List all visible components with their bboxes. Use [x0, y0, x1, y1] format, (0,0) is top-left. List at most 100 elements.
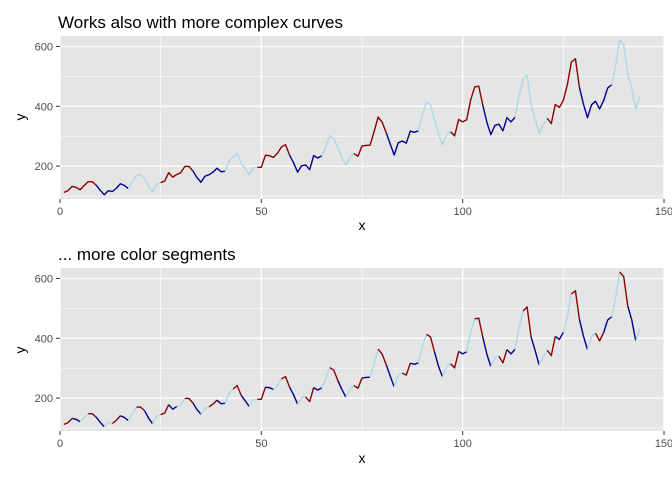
- line-segment-darkblue: [168, 404, 178, 410]
- line-segment-darkred: [426, 333, 436, 352]
- line-segment-darkred: [619, 271, 629, 307]
- line-segment-darkblue: [578, 84, 613, 119]
- line-segment-lightblue: [103, 421, 113, 428]
- line-segment-darkred: [377, 348, 387, 365]
- line-segment-darkblue: [240, 394, 250, 407]
- line-segment-lightblue: [151, 413, 161, 425]
- y-tick-label: 400: [35, 101, 53, 113]
- line-segment-lightblue: [514, 310, 524, 350]
- line-segment-darkred: [257, 387, 267, 400]
- line-segment-darkred: [450, 351, 460, 369]
- x-tick-label: 100: [453, 438, 471, 450]
- line-series: [63, 271, 641, 428]
- line-segment-darkred: [160, 165, 194, 184]
- line-segment-lightblue: [296, 396, 306, 405]
- line-segment-lightblue: [321, 134, 355, 166]
- line-segment-darkred: [232, 384, 242, 396]
- line-segment-lightblue: [79, 413, 89, 423]
- line-segment-darkred: [570, 290, 581, 320]
- line-segment-lightblue: [127, 174, 161, 193]
- line-segment-darkblue: [602, 316, 613, 333]
- line-segment-lightblue: [393, 372, 403, 388]
- line-segment-darkblue: [71, 417, 81, 423]
- chart-panel-1: Works also with more complex curves 0 50 1…: [12, 13, 672, 233]
- line-segment-darkred: [111, 415, 121, 425]
- line-segment-lightblue: [610, 271, 621, 317]
- line-segment-darkred: [353, 116, 387, 157]
- line-segment-darkblue: [95, 183, 129, 196]
- line-segment-lightblue: [224, 388, 234, 404]
- line-segment-darkred: [329, 367, 339, 381]
- line-segment-darkred: [474, 317, 484, 338]
- line-segment-lightblue: [562, 293, 573, 333]
- line-segment-darkblue: [120, 415, 129, 422]
- line-segment-lightblue: [369, 348, 379, 378]
- y-tick-label: 600: [35, 273, 53, 285]
- line-segment-lightblue: [490, 355, 500, 367]
- axes: 0 50 100 150 200 400 600: [35, 41, 672, 218]
- line-segment-darkred: [305, 387, 315, 403]
- line-segment-darkred: [63, 180, 97, 194]
- line-segment-darkblue: [578, 319, 589, 350]
- line-segment-lightblue: [514, 74, 548, 134]
- line-segment-lightblue: [176, 398, 186, 408]
- axes: 0 50 100 150 200 400 600: [35, 273, 672, 450]
- x-tick-label: 100: [453, 206, 471, 218]
- line-segment-lightblue: [345, 385, 355, 398]
- line-series: [63, 39, 641, 196]
- x-tick-label: 150: [655, 206, 672, 218]
- line-segment-lightblue: [248, 398, 258, 407]
- line-segment-darkblue: [288, 386, 299, 405]
- line-segment-darkblue: [265, 386, 274, 391]
- line-segment-darkred: [353, 377, 363, 389]
- y-axis-title: y: [12, 347, 28, 354]
- gridlines: [59, 36, 665, 199]
- x-tick-label: 50: [255, 206, 267, 218]
- line-segment-lightblue: [272, 378, 283, 390]
- line-segment-lightblue: [127, 406, 138, 421]
- x-tick-label: 0: [57, 438, 63, 450]
- line-segment-darkblue: [458, 350, 468, 355]
- x-axis-title: x: [359, 450, 366, 466]
- line-segment-lightblue: [224, 152, 258, 176]
- y-tick-label: 600: [35, 41, 53, 53]
- line-segment-darkred: [184, 397, 194, 404]
- y-tick-label: 200: [35, 393, 53, 405]
- line-segment-darkred: [401, 362, 411, 376]
- line-segment-darkblue: [433, 351, 444, 378]
- line-segment-darkblue: [482, 104, 516, 136]
- line-segment-darkred: [546, 58, 581, 125]
- line-segment-lightblue: [441, 363, 451, 378]
- line-segment-darkred: [450, 85, 484, 137]
- line-segment-darkred: [257, 143, 291, 169]
- line-segment-darkred: [63, 417, 73, 426]
- line-segment-darkblue: [192, 402, 202, 415]
- line-segment-darkblue: [385, 364, 395, 388]
- line-segment-darkred: [498, 349, 508, 364]
- line-segment-darkblue: [216, 399, 226, 405]
- line-segment-lightblue: [538, 349, 548, 366]
- line-segment-darkblue: [337, 380, 347, 398]
- line-segment-darkblue: [530, 336, 540, 366]
- x-tick-label: 0: [57, 206, 63, 218]
- line-segment-darkblue: [506, 348, 516, 355]
- line-segment-darkred: [594, 332, 605, 342]
- line-segment-darkblue: [410, 362, 419, 365]
- x-tick-label: 50: [255, 438, 267, 450]
- x-tick-label: 150: [655, 438, 672, 450]
- chart-title: ... more color segments: [58, 245, 236, 264]
- line-segment-lightblue: [417, 101, 451, 146]
- line-segment-lightblue: [200, 406, 210, 415]
- y-axis-title: y: [12, 114, 28, 121]
- chart-panel-2: ... more color segments 0 50 100 150 200 400 6…: [12, 245, 672, 466]
- line-segment-darkblue: [361, 376, 371, 379]
- line-segment-lightblue: [321, 367, 331, 389]
- line-segment-darkred: [160, 404, 170, 416]
- line-segment-darkblue: [627, 305, 637, 342]
- x-axis-title: x: [359, 217, 366, 233]
- line-segment-darkblue: [288, 154, 323, 173]
- line-segment-darkblue: [95, 416, 105, 428]
- line-segment-darkblue: [554, 331, 564, 341]
- line-segment-darkred: [546, 336, 556, 357]
